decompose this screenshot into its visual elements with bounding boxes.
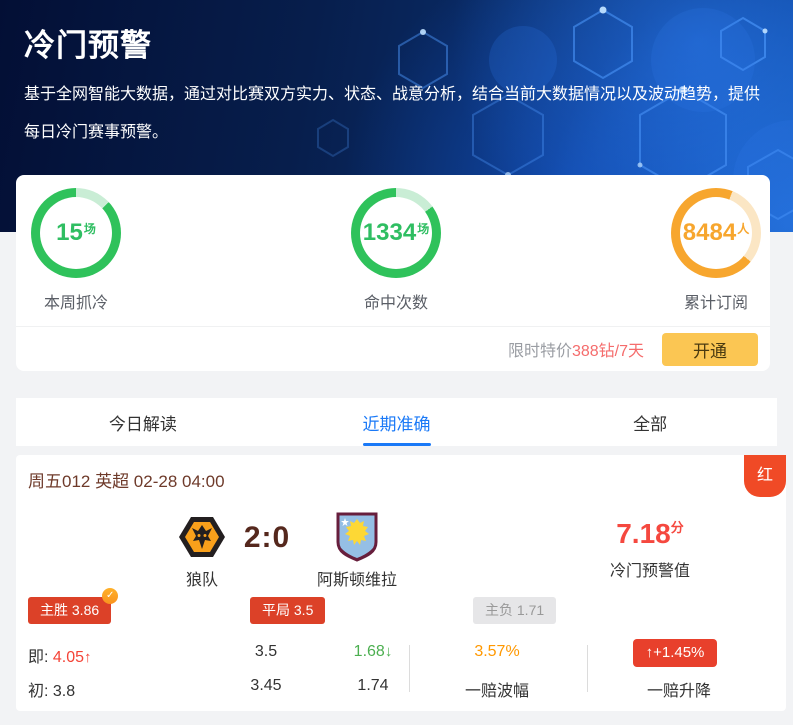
odds-badge-label: 主负 1.71 [485,602,545,618]
upset-warning-block: 7.18分 冷门预警值 [580,517,720,581]
upset-warning-value: 7.18分 [580,517,720,550]
stat-number: 15 [56,219,83,246]
stats-card: 15场 本周抓冷 1334场 命中次数 8484人 累计订阅 限时特价 388钻/… [16,175,770,371]
odds-badge-away-loss: 主负 1.71 [473,597,557,624]
stat-label: 累计订阅 [683,295,748,312]
away-team-name: 阿斯顿维拉 [316,572,397,589]
aston-villa-logo-icon [297,511,417,563]
change-label: 一赔升降 [646,683,711,700]
home-team-name: 狼队 [185,572,218,589]
live-odds-home: 即: 4.05↑ [28,643,92,667]
page-title: 冷门预警 [24,28,152,63]
tab-bar: 今日解读 近期准确 全部 [16,398,777,446]
match-card[interactable]: 红 周五012 英超 02-28 04:00 狼队 2:0 阿斯顿维拉 [16,455,786,711]
odds-badge-draw: 平局 3.5 [250,597,326,624]
match-score: 2:0 [243,521,291,554]
tab-all[interactable]: 全部 [633,414,668,434]
tab-recent-accurate[interactable]: 近期准确 [270,398,524,446]
stat-label: 本周抓冷 [43,295,108,312]
odds-badge-label: 平局 3.5 [262,602,314,618]
upset-warning-label: 冷门预警值 [609,563,690,580]
promo-row: 限时特价 388钻/7天 开通 [16,326,770,371]
progress-ring-hits: 1334场 [351,188,441,278]
promo-prefix-text: 限时特价 [507,343,572,360]
stat-value: 1334场 [363,219,429,247]
row-prefix: 初: [28,683,49,700]
stat-number: 1334 [362,219,417,246]
warn-unit: 分 [670,520,684,535]
odds-fluctuation-value: 3.57% [474,643,520,660]
init-draw-odds: 3.45 [250,677,282,694]
up-arrow-icon: ↑ [84,649,92,666]
odds-badge-home-win: 主胜 3.86 ✓ [28,588,119,624]
fluctuation-label: 一赔波幅 [464,683,529,700]
init-home-odds: 3.8 [52,683,76,700]
odds-badge-label: 主胜 3.86 [40,602,100,618]
stat-value: 8484人 [683,219,749,247]
down-arrow-icon: ↓ [384,643,393,660]
stat-hit-count: 1334场 命中次数 [336,188,456,313]
stat-value: 15场 [56,219,96,247]
wolves-logo-icon [142,511,262,563]
stat-unit: 场 [417,222,430,236]
stat-unit: 人 [737,222,750,236]
stat-label: 命中次数 [363,295,428,312]
check-icon: ✓ [102,588,119,604]
initial-odds-row: 初: 3.8 3.45 1.74 一赔波幅 一赔升降 [16,677,786,703]
init-away-odds: 1.74 [357,677,389,694]
stat-unit: 场 [83,222,96,236]
stat-subscribers: 8484人 累计订阅 [656,188,776,313]
warn-number: 7.18 [616,518,671,549]
match-info: 周五012 英超 02-28 04:00 [28,472,225,491]
live-odds-row: 即: 4.05↑ 3.5 1.68↓ 3.57% ↑+1.45% [16,639,786,669]
promo-price-text: 388钻/7天 [571,343,644,360]
page-description: 基于全网智能大数据，通过对比赛双方实力、状态、战意分析，结合当前大数据情况以及波… [24,86,761,141]
column-divider [587,645,588,692]
home-team: 狼队 [142,511,262,590]
live-home-odds: 4.05 [52,649,85,666]
stat-number: 8484 [682,219,737,246]
live-draw-odds: 3.5 [254,643,278,660]
hit-ribbon-badge: 红 [744,455,786,497]
column-divider [409,645,410,692]
subscribe-button[interactable]: 开通 [662,332,758,366]
progress-ring-subscribers: 8484人 [671,188,761,278]
live-away-odds: 1.68↓ [343,643,403,661]
away-team: 阿斯顿维拉 [297,511,417,590]
progress-ring-weekly: 15场 [31,188,121,278]
odds-change-badge: ↑+1.45% [633,639,717,667]
row-prefix: 即: [28,649,49,666]
init-odds-home: 初: 3.8 [28,677,75,701]
tab-today-analysis[interactable]: 今日解读 [108,414,177,434]
live-away-value: 1.68 [353,643,385,660]
stat-weekly-upsets: 15场 本周抓冷 [16,188,136,313]
